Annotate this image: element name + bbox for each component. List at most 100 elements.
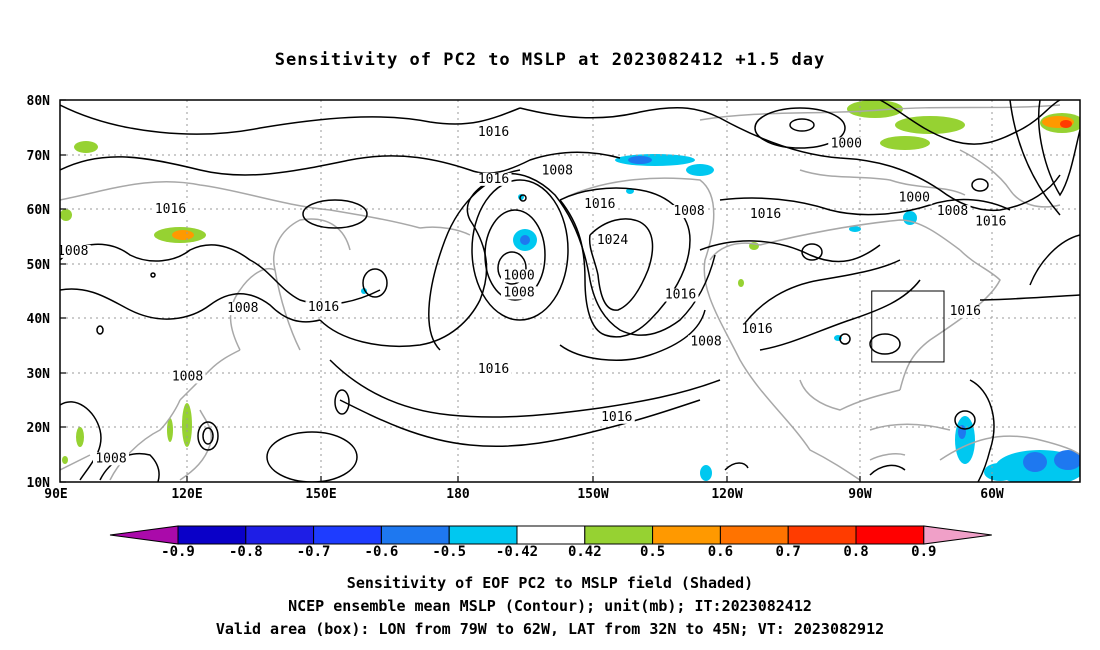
colorbar-swatch: [245, 525, 315, 545]
contour-label: 1008: [172, 369, 203, 384]
colorbar-tick-label: -0.5: [432, 544, 466, 560]
lon-label: 180: [446, 487, 470, 502]
contour-label-bg: [539, 164, 576, 178]
colorbar-tick-label: 0.8: [843, 544, 868, 560]
lon-label: 90E: [44, 487, 67, 502]
tick-marks: [60, 99, 993, 483]
colorbar-tick-label: 0.5: [640, 544, 665, 560]
colorbar-swatch: [313, 525, 382, 545]
latitude-labels: 80N 70N 60N 50N 40N 30N 20N 10N: [27, 94, 51, 491]
lat-label: 80N: [27, 94, 51, 109]
contour-label: 1008: [673, 204, 704, 219]
contour-label: 1016: [750, 207, 781, 222]
colorbar-tick-label: -0.9: [161, 544, 195, 560]
contour-label-bg: [594, 233, 631, 247]
contour-label: 1008: [542, 164, 573, 179]
shaded-strong-negative-regions: [520, 156, 1080, 472]
lat-label: 10N: [27, 476, 51, 491]
colorbar-swatch: [719, 525, 789, 545]
lon-label: 120W: [711, 487, 742, 502]
contour-label: 1000: [503, 268, 534, 283]
lon-label: 150W: [577, 487, 608, 502]
contour-label-bg: [152, 202, 189, 216]
contour-label-bg: [688, 335, 724, 349]
lat-label: 40N: [27, 312, 51, 327]
colorbar-tick-label: 0.9: [911, 544, 936, 560]
colorbar-swatch: [380, 525, 450, 545]
contour-label: 1016: [478, 125, 509, 140]
contour-label: 1016: [478, 172, 509, 187]
contour-label-bg: [947, 304, 984, 318]
coastlines: [60, 104, 1080, 481]
contour-label-bg: [60, 244, 91, 258]
colorbar-swatch: [787, 525, 857, 545]
map-frame: [59, 99, 1081, 483]
contour-labels: 1016 1016 1008 1016 1008 1008 1016 1000 1008 1016…: [57, 125, 1009, 466]
lon-label: 90W: [848, 487, 872, 502]
colorbar-low-arrow: [109, 525, 179, 545]
colorbar-tick-label: -0.8: [229, 544, 263, 560]
lat-label: 50N: [27, 258, 51, 273]
lat-label: 20N: [27, 421, 51, 436]
shaded-orange-regions: [172, 116, 1074, 240]
contour-label: 1016: [665, 288, 696, 303]
contour-label: 1000: [831, 136, 862, 151]
contour-label-bg: [934, 205, 971, 219]
colorbar-swatch: [448, 525, 518, 545]
colorbar-swatch: [855, 525, 925, 545]
contour-label-bg: [501, 269, 537, 283]
contour-label-bg: [662, 288, 699, 302]
contour-label: 1008: [95, 451, 126, 466]
longitude-labels: 90E 120E 150E 180 150W 120W 90W 60W: [44, 487, 1004, 502]
contour-label: 1016: [155, 202, 186, 217]
contour-label-bg: [93, 452, 129, 466]
contour-label: 1016: [478, 362, 509, 377]
caption-contour: NCEP ensemble mean MSLP (Contour); unit(…: [288, 597, 812, 615]
colorbar-swatch: [516, 525, 586, 545]
contour-label-bg: [747, 207, 784, 221]
contour-label-bg: [169, 370, 206, 384]
contour-label-bg: [224, 302, 261, 316]
contour-label: 1016: [601, 410, 632, 425]
valid-area-box: [871, 290, 945, 363]
caption-shading: Sensitivity of EOF PC2 to MSLP field (Sh…: [346, 574, 754, 592]
contour-label-bg: [305, 301, 342, 315]
colorbar-tick-label: -0.42: [496, 544, 538, 560]
map-plot-area: 1016 1016 1008 1016 1008 1008 1016 1000 1008 1016…: [57, 100, 1080, 482]
contour-label: 1016: [741, 322, 772, 337]
contour-label-bg: [475, 362, 512, 376]
contour-label: 1016: [975, 214, 1006, 229]
colorbar-swatch: [177, 525, 247, 545]
colorbar-swatch: [652, 525, 721, 545]
contour-label: 1016: [584, 197, 615, 212]
contour-label: 1016: [950, 304, 981, 319]
colorbar-labels: -0.9 -0.8 -0.7 -0.6 -0.5 -0.42 0.42 0.5 0.6 0.7 0.…: [161, 544, 936, 560]
lon-label: 60W: [980, 487, 1004, 502]
colorbar-tick-label: -0.7: [297, 544, 331, 560]
contour-label-bg: [475, 172, 512, 186]
contour-label: 1008: [227, 301, 258, 316]
lat-label: 30N: [27, 367, 51, 382]
contour-label-bg: [581, 197, 618, 211]
colorbar-tick-label: 0.7: [776, 544, 801, 560]
contour-label-bg: [598, 410, 635, 424]
contour-label-bg: [671, 205, 707, 219]
contour-label: 1008: [937, 204, 968, 219]
lon-label: 120E: [171, 487, 202, 502]
contour-label: 1000: [899, 190, 930, 205]
contour-label-bg: [475, 125, 512, 139]
contour-label: 1008: [503, 285, 534, 300]
contour-label: 1008: [57, 244, 88, 259]
map-title: Sensitivity of PC2 to MSLP at 2023082412…: [274, 50, 826, 70]
contour-label-bg: [501, 286, 537, 300]
colorbar-swatches: [109, 525, 992, 545]
contour-label: 1024: [597, 233, 628, 248]
contour-label-bg: [972, 215, 1009, 229]
contour-label-bg: [739, 322, 775, 336]
colorbar-high-arrow: [923, 525, 992, 545]
contour-label-bg: [828, 137, 865, 151]
lat-label: 60N: [27, 203, 51, 218]
colorbar-tick-label: -0.6: [365, 544, 399, 560]
